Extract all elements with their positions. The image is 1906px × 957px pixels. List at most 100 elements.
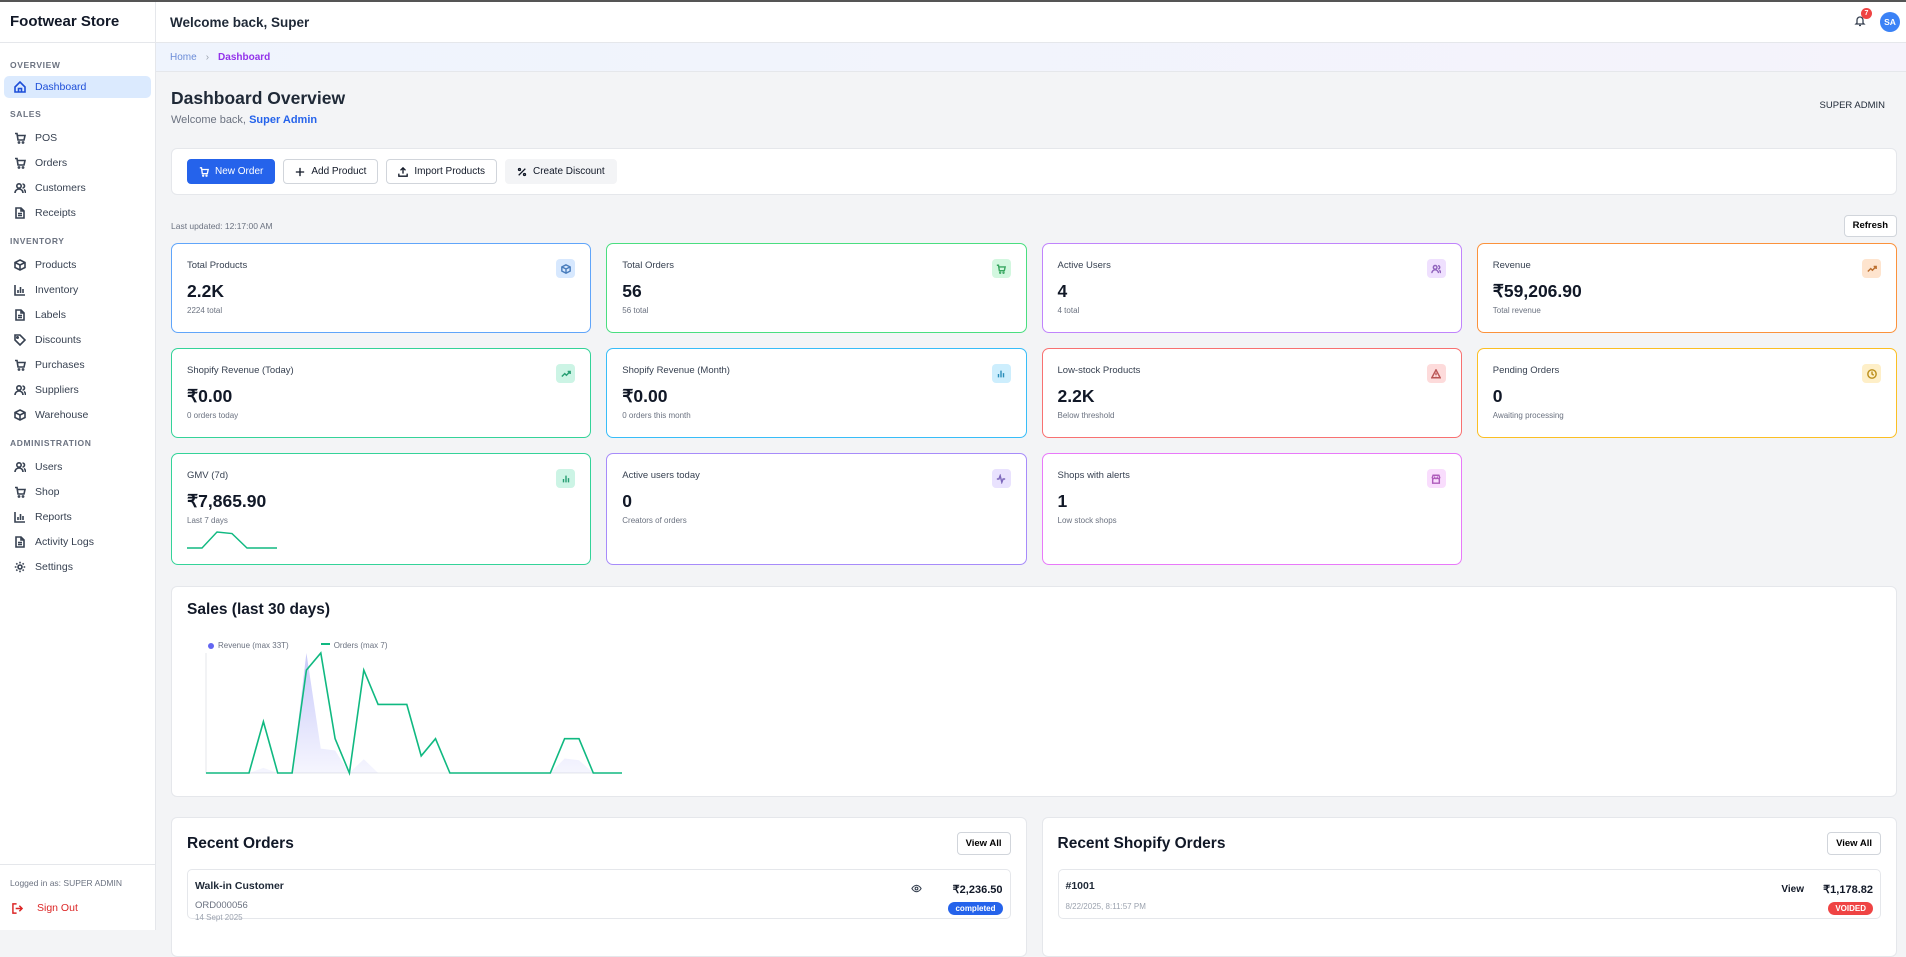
sidebar-item-label: Activity Logs: [35, 535, 94, 548]
sidebar-item-discounts[interactable]: Discounts: [4, 327, 151, 352]
cart-icon: [15, 132, 26, 144]
sidebar-item-purchases[interactable]: Purchases: [4, 352, 151, 377]
header-welcome: Welcome back, Super: [170, 14, 310, 30]
add-product-button[interactable]: Add Product: [283, 159, 379, 184]
sidebar-item-customers[interactable]: Customers: [4, 175, 151, 200]
legend-revenue: Revenue (max 33T): [208, 641, 289, 650]
import-products-button[interactable]: Import Products: [386, 159, 497, 184]
refresh-button[interactable]: Refresh: [1843, 215, 1897, 237]
sidebar-item-products[interactable]: Products: [4, 252, 151, 277]
sidebar-item-suppliers[interactable]: Suppliers: [4, 377, 151, 402]
stat-card-pending-orders: Pending Orders 0 Awaiting processing: [1476, 348, 1897, 438]
stat-label: Total Products: [187, 260, 248, 271]
sidebar-item-activity-logs[interactable]: Activity Logs: [4, 529, 151, 554]
shopify-orders-title: Recent Shopify Orders: [1057, 834, 1226, 852]
sidebar-section-title: INVENTORY: [10, 236, 65, 246]
sidebar-item-receipts[interactable]: Receipts: [4, 200, 151, 225]
sidebar-item-pos[interactable]: POS: [4, 125, 151, 150]
stat-value: ₹0.00: [622, 386, 668, 406]
stat-label: Revenue: [1492, 260, 1531, 271]
view-all-orders-button[interactable]: View All: [956, 832, 1011, 855]
orders-line: [206, 651, 622, 777]
file-icon: [15, 308, 25, 321]
sidebar-item-label: Receipts: [35, 206, 76, 219]
cart-icon: [15, 157, 26, 169]
notification-badge: 7: [1861, 8, 1872, 19]
stat-subtext: 56 total: [622, 306, 649, 315]
sidebar-item-dashboard[interactable]: Dashboard: [4, 76, 151, 98]
sign-out-button[interactable]: Sign Out: [0, 888, 155, 928]
sidebar-item-label: Suppliers: [35, 383, 79, 396]
sidebar-item-labels[interactable]: Labels: [4, 302, 151, 327]
shopify-order-row[interactable]: #1001 8/22/2025, 8:11:57 PM View ₹1,178.…: [1057, 869, 1881, 919]
stat-icon-box: [1862, 259, 1881, 278]
file-icon: [15, 206, 25, 219]
shopify-orders-panel: Recent Shopify Orders View All #1001 8/22…: [1041, 817, 1897, 957]
new-order-button[interactable]: New Order: [187, 159, 276, 184]
status-badge: completed: [948, 902, 1003, 915]
order-amount: ₹2,236.50: [952, 884, 1003, 896]
sidebar-item-label: Shop: [35, 485, 60, 498]
legend-orders-label: Orders (max 7): [333, 641, 388, 650]
update-bar: Last updated: 12:17:00 AM Refresh: [171, 215, 1897, 237]
order-row[interactable]: Walk-in Customer ORD000056 14 Sept 2025 …: [187, 869, 1011, 922]
file-icon: [15, 535, 25, 548]
sidebar-item-label: Orders: [35, 156, 68, 169]
brand-logo: Footwear Store: [0, 2, 155, 43]
users-icon: [14, 461, 26, 472]
sidebar-item-label: Dashboard: [35, 81, 87, 93]
chart-axis: [205, 653, 622, 774]
sidebar-item-users[interactable]: Users: [4, 454, 151, 479]
create-discount-button[interactable]: Create Discount: [505, 159, 617, 184]
stat-label: Shopify Revenue (Today): [187, 365, 294, 376]
chevron-right-icon: ›: [205, 51, 210, 63]
status-badge: VOIDED: [1828, 902, 1873, 915]
stat-value: 2.2K: [1057, 386, 1095, 406]
gear-icon: [14, 561, 26, 572]
bell-icon[interactable]: [1854, 15, 1866, 27]
sidebar-section-title: ADMINISTRATION: [10, 438, 92, 448]
sidebar-section-title: OVERVIEW: [10, 60, 61, 70]
sidebar-item-label: Users: [35, 460, 63, 473]
sidebar-item-reports[interactable]: Reports: [4, 504, 151, 529]
stat-icon-box: [991, 259, 1011, 278]
cart-icon: [996, 264, 1006, 274]
stat-icon-box: [1426, 364, 1446, 383]
stat-value: ₹7,865.90: [187, 491, 267, 511]
add-product-label: Add Product: [311, 166, 367, 177]
stat-label: Active users today: [622, 470, 700, 481]
sidebar-item-orders[interactable]: Orders: [4, 150, 151, 175]
sidebar-item-warehouse[interactable]: Warehouse: [4, 402, 151, 427]
users-icon: [1431, 264, 1442, 273]
stat-icon-box: [991, 364, 1011, 383]
sidebar-item-shop[interactable]: Shop: [4, 479, 151, 504]
box-icon: [14, 408, 26, 421]
bar-chart-icon: [562, 475, 569, 482]
stat-subtext: Awaiting processing: [1492, 411, 1564, 420]
clock-icon: [1866, 368, 1877, 379]
plus-icon: [296, 167, 305, 176]
eye-icon[interactable]: [910, 883, 922, 894]
stat-icon-box: [1862, 364, 1881, 383]
stat-label: Low-stock Products: [1057, 365, 1141, 376]
stat-subtext: Last 7 days: [187, 516, 228, 525]
sidebar-item-label: Labels: [35, 308, 66, 321]
stat-icon-box: [991, 469, 1011, 488]
sidebar-item-inventory[interactable]: Inventory: [4, 277, 151, 302]
chart-title: Sales (last 30 days): [187, 601, 331, 618]
view-all-shopify-button[interactable]: View All: [1827, 832, 1881, 855]
view-order-link[interactable]: View: [1781, 884, 1804, 895]
stat-card-gmv-7d: GMV (7d) ₹7,865.90 Last 7 days: [171, 453, 592, 565]
stat-icon-box: [1426, 469, 1446, 488]
sign-out-label: Sign Out: [37, 902, 78, 914]
stat-card-shopify-revenue-month: Shopify Revenue (Month) ₹0.00 0 orders t…: [606, 348, 1027, 438]
stat-card-shops-with-alerts: Shops with alerts 1 Low stock shops: [1041, 453, 1462, 565]
avatar[interactable]: SA: [1880, 12, 1900, 32]
stat-card-active-users: Active Users 4 4 total: [1041, 243, 1462, 333]
upload-icon: [398, 166, 409, 177]
role-label: SUPER ADMIN: [1819, 100, 1885, 111]
main-content: Dashboard Overview Welcome back, Super A…: [171, 72, 1897, 957]
sidebar-item-settings[interactable]: Settings: [4, 554, 151, 579]
breadcrumb-home[interactable]: Home: [170, 51, 197, 63]
stat-value: 56: [622, 281, 642, 301]
